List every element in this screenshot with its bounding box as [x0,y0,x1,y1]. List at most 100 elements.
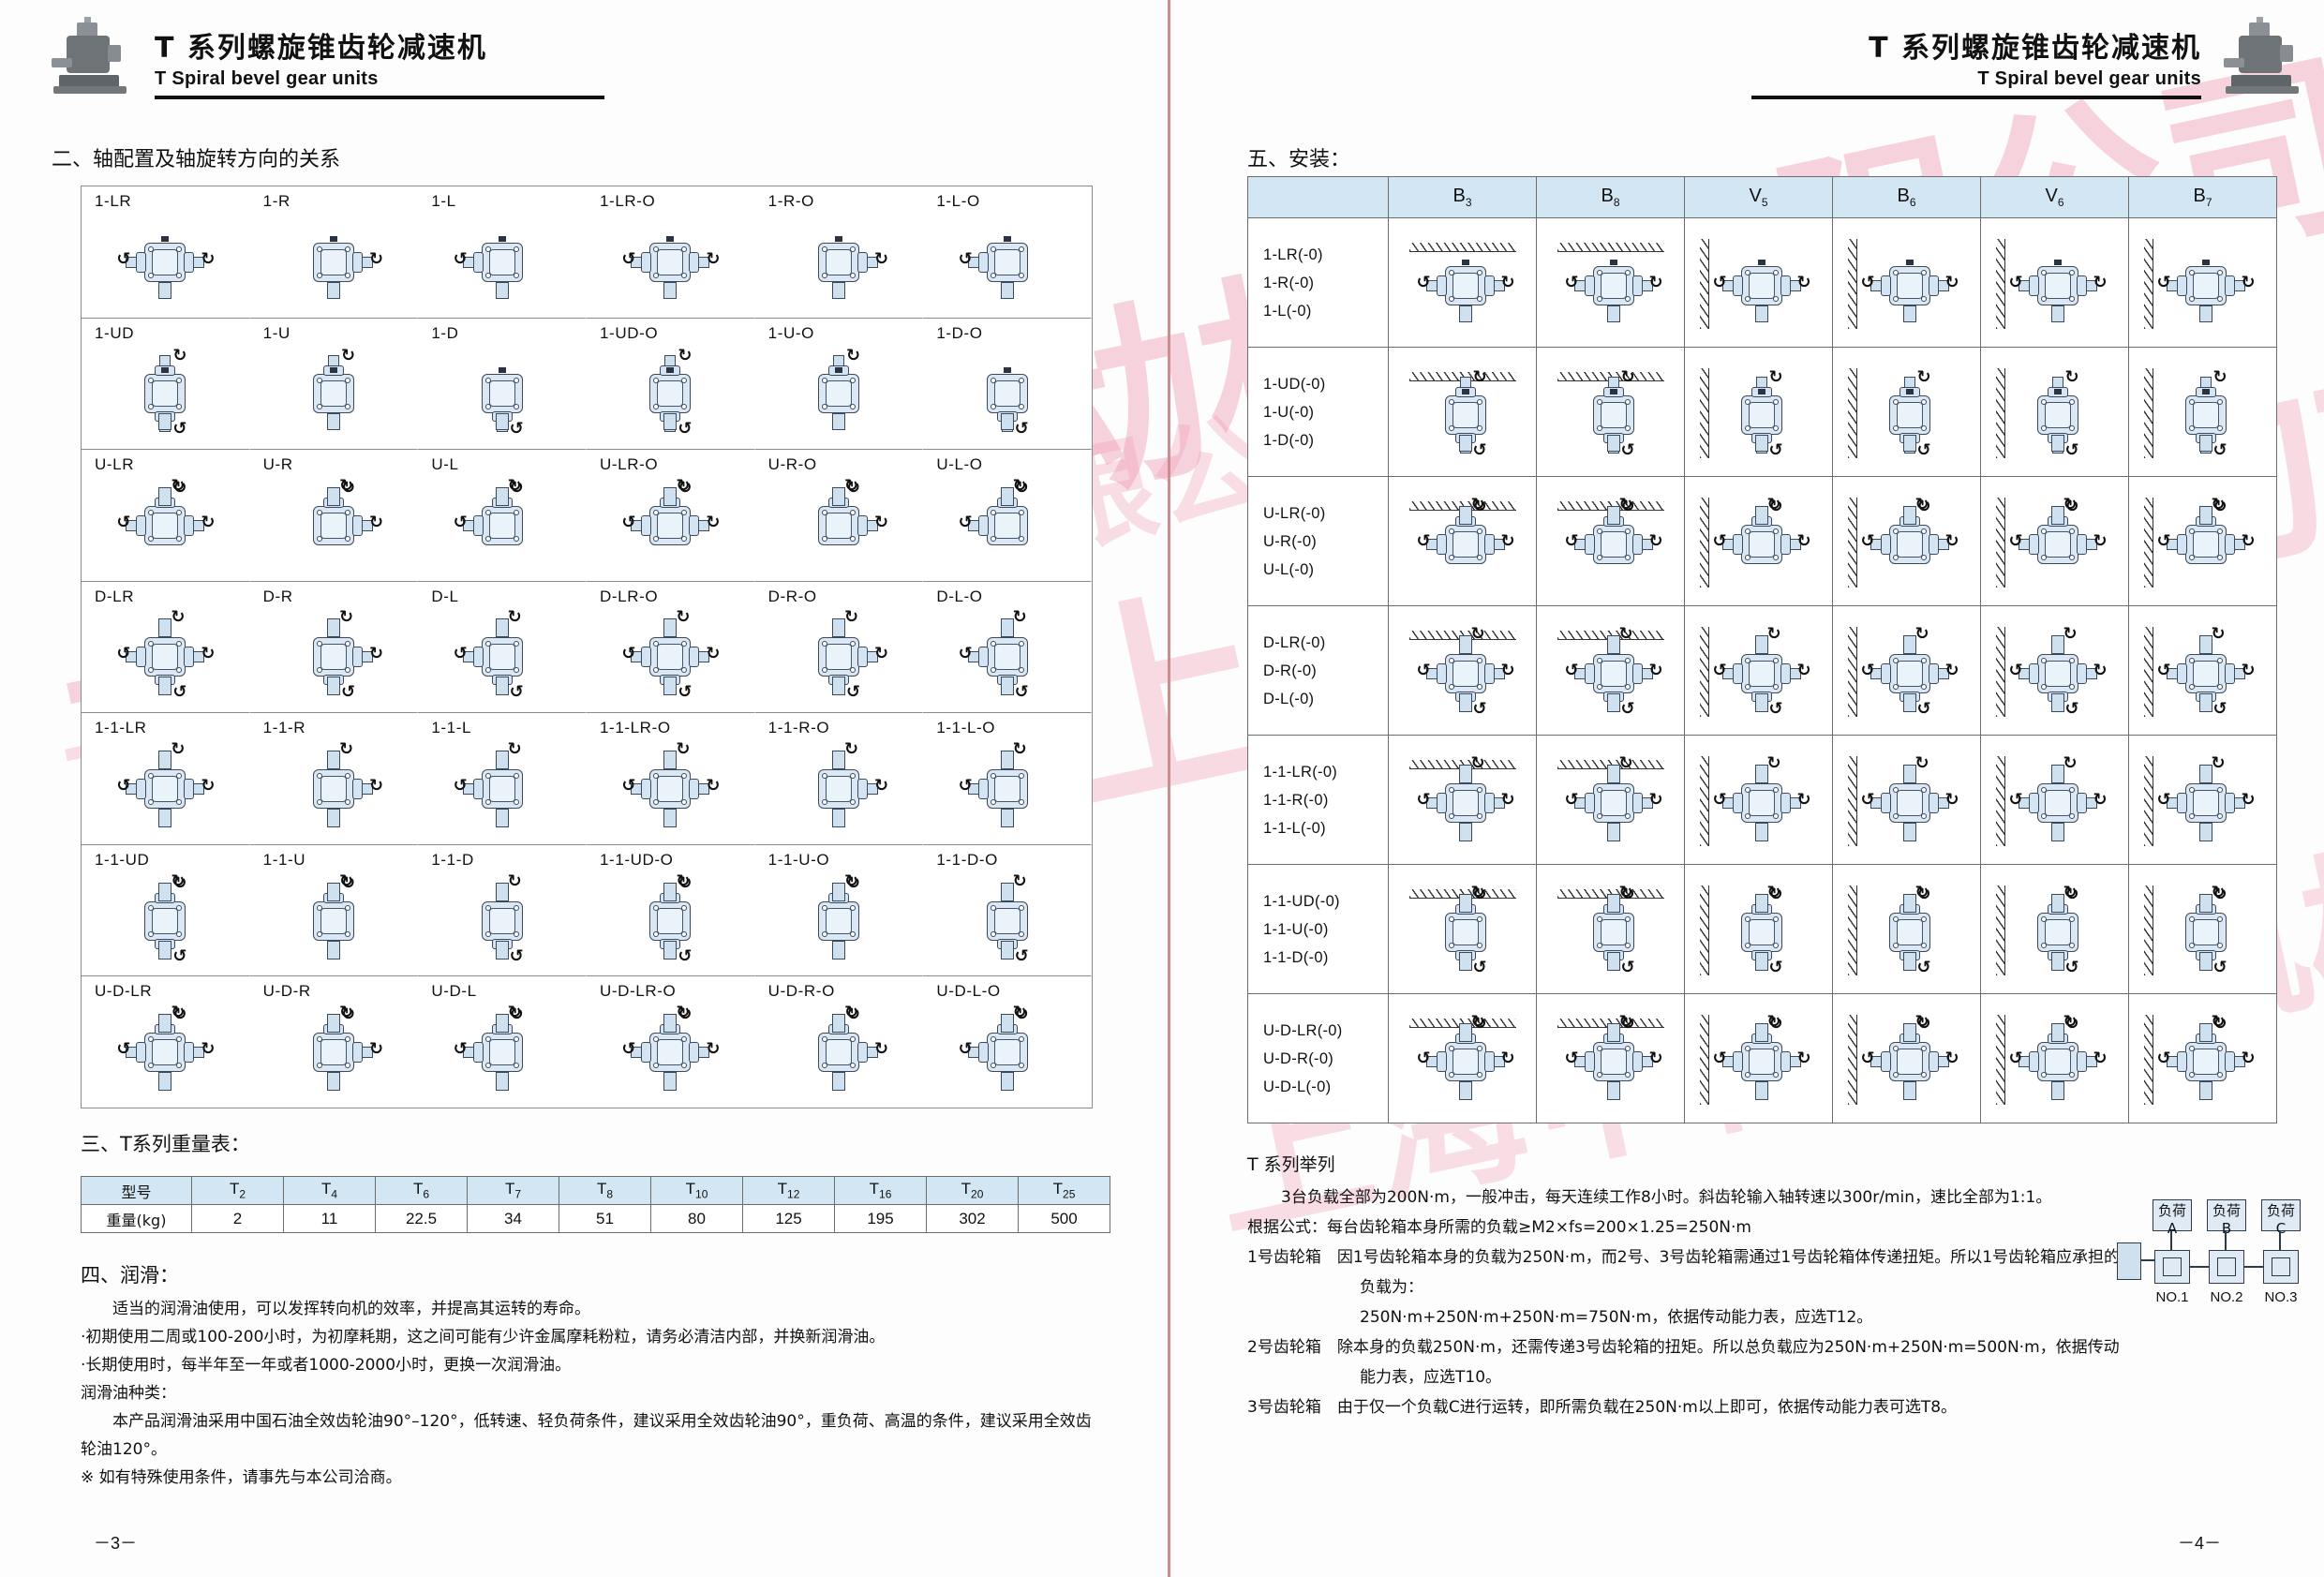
rotation-arrow-icon: ↻ [678,1004,693,1025]
rotation-arrow-icon: ↻ [676,1003,691,1023]
shaft-config-illustration: ↻ [250,343,418,446]
unit-caption: NO.3 [2264,1289,2298,1305]
shaft-config-label: U-L-O [936,455,983,474]
shaft-config-label: D-LR-O [600,587,659,605]
shaft-config-cell: 1-1-L ↺ ↻ [418,713,587,845]
load-chain-diagram: 负荷 A NO.1 负荷 B NO.2 负荷 C NO.3 [2117,1199,2304,1406]
gear-unit-illustration: ↻ ↺ ↻ [1557,884,1670,977]
rotation-arrow-icon: ↻ [1470,1011,1485,1032]
mounting-illustration: ↺ ↻ ↺ ↻ [1837,610,1977,732]
rotation-arrow-icon: ↻ [1472,496,1487,516]
mounting-illustration-cell: ↺ ↻ [2128,217,2277,348]
shaft-config-illustration: ↺ ↺ ↻ [418,606,586,709]
rotation-arrow-icon: ↻ [2093,660,2108,680]
shaft-config-illustration: ↺ ↻ [587,211,754,314]
mounting-illustration-cell: ↺ ↻ ↻ [1388,735,1537,865]
mounting-table-corner [1247,176,1389,218]
rotation-arrow-icon: ↺ [1860,272,1875,292]
shaft-config-label: U-LR-O [600,455,659,474]
shaft-config-cell: D-L-O ↺ ↺ ↻ [923,582,1092,714]
rotation-arrow-icon: ↻ [845,872,861,893]
rotation-arrow-icon: ↻ [1470,494,1485,514]
rotation-arrow-icon: ↻ [1012,607,1027,628]
shaft-config-cell: 1-D-O ↺ [923,319,1092,451]
gear-unit-illustration: ↺ [446,349,559,439]
rotation-arrow-icon: ↻ [1012,1003,1027,1023]
rotation-arrow-icon: ↻ [2212,496,2227,516]
mounting-table-header: V6 [1980,176,2129,218]
rotation-arrow-icon: ↺ [1860,789,1875,810]
mounting-illustration-cell: ↻ ↺ [1832,347,1981,477]
table-row: U-D-LR(-0) U-D-R(-0) U-D-L(-0) ↺ ↻ ↻ ↻ ↺ ↻ ↻ ↻ ↺ ↻ ↻ ↻… [1247,993,2277,1123]
rotation-arrow-icon: ↻ [2063,1011,2078,1032]
shaft-config-illustration: ↺ ↻ ↺ ↻ [587,606,754,709]
mounting-illustration: ↻ ↺ ↻ [2133,869,2273,990]
shaft-config-illustration: ↻ ↻ [250,737,418,841]
rotation-arrow-icon: ↺ [678,682,693,703]
rotation-arrow-icon: ↻ [1470,623,1485,644]
rotation-arrow-icon: ↻ [845,346,861,366]
weight-table-header: T8 [559,1176,651,1205]
rotation-arrow-icon: ↺ [1620,698,1635,719]
example-line: 250N·m+250N·m+250N·m=750N·m，依据传动能力表，应选T1… [1360,1308,1873,1327]
shaft-config-label: 1-1-L [431,719,472,737]
gear-unit-illustration: ↻ ↻ [782,741,895,834]
rotation-arrow-icon: ↻ [1500,530,1515,551]
mounting-row-label: U-LR(-0) U-R(-0) U-L(-0) [1247,476,1389,606]
page-gutter-divider [1168,0,1170,1577]
shaft-config-label: D-R [262,587,293,605]
gear-unit-illustration: ↻ ↺ ↻ [1706,884,1818,977]
weight-table-header: T20 [926,1176,1019,1205]
rotation-arrow-icon: ↻ [1916,884,1931,904]
left-page: T 系列螺旋锥齿轮减速机 T Spiral bevel gear units 二… [52,17,1110,1553]
mounting-illustration: ↻ ↺ ↻ [1985,869,2125,990]
weight-table-header: T7 [467,1176,559,1205]
mounting-row-label: 1-1-UD(-0) 1-1-U(-0) 1-1-D(-0) [1247,864,1389,994]
mounting-illustration-cell: ↻ ↺ ↻ [1536,864,1685,994]
rotation-arrow-icon: ↻ [1618,494,1633,514]
rotation-arrow-icon: ↺ [1564,1048,1579,1068]
shaft-config-illustration: ↻ ↺ ↻ [755,606,923,709]
mounting-illustration: ↻ ↺ ↻ [1689,869,1829,990]
shaft-config-illustration: ↺ ↻ ↻ [82,737,249,841]
shaft-config-cell: 1-1-UD-O ↻ ↺ ↻ [587,845,755,977]
gear-unit-illustration: ↺ ↻ ↺ ↻ [614,609,726,703]
gear-unit-illustration: ↺ ↻ ↺ ↻ [2002,625,2114,719]
gear-unit-illustration: ↻ ↺ ↻ [277,609,390,702]
gear-unit-illustration: ↺ ↻ ↻ ↻ [109,1003,221,1097]
gear-unit-illustration: ↻ ↻ ↻ [277,1004,390,1097]
shaft-config-cell: 1-UD-O ↻ ↺ [587,319,755,451]
gear-unit-illustration: ↺ ↻ ↻ ↻ [614,477,726,571]
rotation-arrow-icon: ↻ [1014,477,1029,498]
shaft-config-label: 1-1-D [431,850,474,869]
header-rule [155,96,604,99]
shaft-config-label: U-D-L-O [936,982,1001,1001]
weight-table-cell: 34 [467,1204,559,1233]
gear-unit-illustration: ↺ ↻ ↺ ↻ [1854,625,1966,719]
rotation-arrow-icon: ↺ [1014,945,1029,966]
shaft-config-cell: 1-U-O ↻ [754,319,924,451]
rotation-arrow-icon: ↺ [1768,957,1783,977]
rotation-arrow-icon: ↻ [1766,623,1781,644]
gear-unit-illustration: ↺ [951,349,1064,439]
rotation-arrow-icon: ↺ [172,419,187,439]
rotation-arrow-icon: ↺ [1014,419,1029,439]
rotation-arrow-icon: ↺ [1712,1048,1727,1068]
gear-unit-illustration: ↺ ↻ ↻ [951,1003,1064,1097]
section-5-heading: 五、安装： [1247,148,1351,171]
rotation-arrow-icon: ↺ [2212,439,2227,460]
header-title-en: T Spiral bevel gear units [1977,68,2201,89]
gear-unit-illustration: ↺ ↻ ↺ ↻ [1706,623,1818,719]
rotation-arrow-icon: ↻ [171,1003,186,1023]
mounting-illustration-cell: ↺ ↻ [1980,217,2129,348]
rotation-arrow-icon: ↺ [1916,957,1931,977]
rotation-arrow-icon: ↻ [1916,1013,1931,1034]
rotation-arrow-icon: ↺ [116,776,131,796]
rotation-arrow-icon: ↺ [958,248,973,269]
table-row: 1-LR(-0) 1-R(-0) 1-L(-0) ↺ ↻ ↺ ↻ ↺ ↻ ↺ ↻ ↺ ↻ ↺ ↻ [1247,217,2277,348]
mounting-code: U-LR(-0) [1263,504,1326,522]
weight-table-header: T16 [834,1176,927,1205]
shaft-config-label: 1-UD-O [600,323,659,342]
rotation-arrow-icon: ↺ [2008,789,2023,810]
